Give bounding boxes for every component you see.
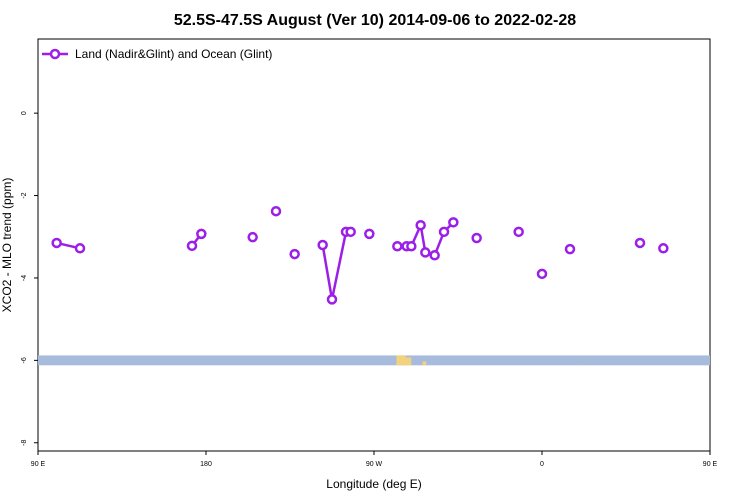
data-point [326,294,338,305]
legend-marker [49,48,61,60]
data-point [51,237,62,249]
data-point [429,250,440,261]
data-point [406,240,417,252]
data-point [270,205,282,217]
x-axis: 90 E 180 90 W 0 90 E [31,451,718,468]
y-axis: 0 -2 -4 -6 -8 [21,111,38,446]
plot-frame [37,38,711,452]
data-point [345,226,356,238]
x-tick-label: 0 [540,461,544,468]
x-tick-label: 90 W [366,461,383,468]
data-point [392,240,403,252]
data-point [513,226,524,238]
x-tick-label: 90 E [703,461,718,468]
data-point [448,217,459,228]
x-tick-label: 90 E [31,461,46,468]
data-point [438,226,450,238]
y-axis-label: XCO2 - MLO trend (ppm) [0,178,14,313]
plot-area [37,38,711,452]
data-point [317,239,328,251]
y-tick-label: -2 [21,192,28,198]
y-tick-label: -8 [21,440,28,446]
data-point [471,232,482,244]
y-tick-label: -6 [21,357,28,363]
series-layer [51,205,669,305]
data-point [658,243,669,254]
ocean-band [38,355,710,366]
land-patch [396,355,406,366]
chart-title: 52.5S-47.5S August (Ver 10) 2014-09-06 t… [174,12,576,29]
data-point [196,228,207,240]
x-axis-label: Longitude (deg E) [326,477,421,491]
y-tick-label: 0 [21,111,28,115]
data-point [420,247,431,258]
data-point [364,228,375,240]
y-tick-label: -4 [21,275,28,281]
data-point [186,240,198,252]
data-point [564,243,576,255]
legend-label: Land (Nadir&Glint) and Ocean (Glint) [75,47,272,61]
data-point [247,231,258,243]
data-point [74,243,86,254]
data-point [536,268,548,280]
land-patch [422,361,427,366]
data-point [289,248,300,260]
data-point [634,237,646,249]
map-strip [38,355,710,366]
data-point [415,219,426,231]
x-tick-label: 180 [200,461,212,468]
land-patch [402,357,412,366]
legend: Land (Nadir&Glint) and Ocean (Glint) [42,47,272,61]
